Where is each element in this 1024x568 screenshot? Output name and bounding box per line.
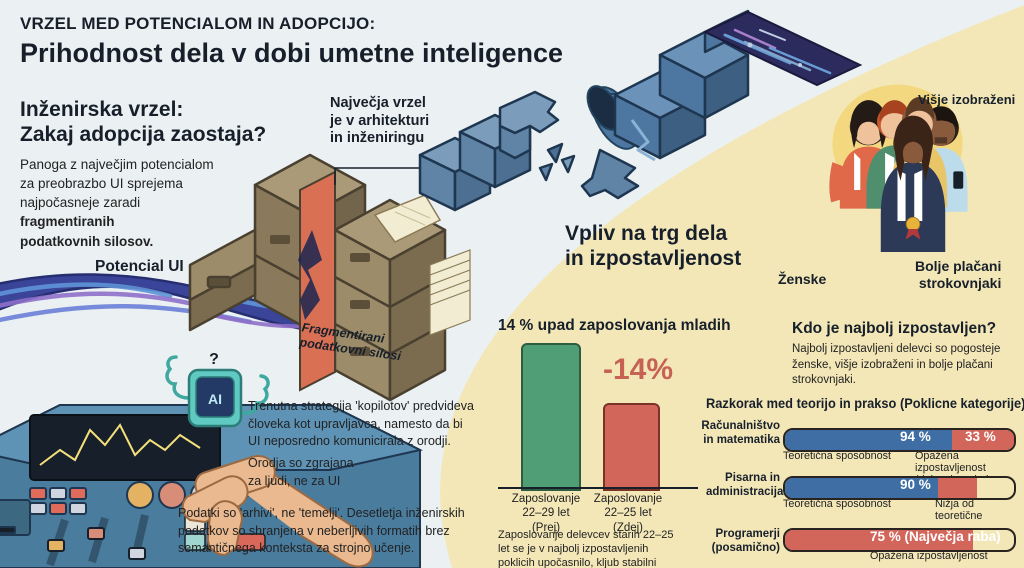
svg-text:AI: AI <box>208 391 222 407</box>
svg-text:?: ? <box>209 351 219 368</box>
